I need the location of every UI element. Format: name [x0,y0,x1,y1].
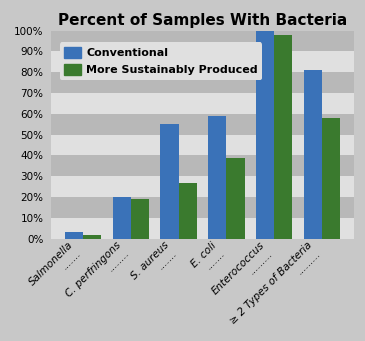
Bar [51,31,354,51]
Bar [304,70,322,239]
Bar [161,124,179,239]
Title: Percent of Samples With Bacteria: Percent of Samples With Bacteria [58,13,347,28]
Bar [51,114,354,135]
Bar [51,197,354,218]
Bar [51,72,354,93]
Legend: Conventional, More Sustainably Produced: Conventional, More Sustainably Produced [60,43,262,80]
Bar [51,135,354,155]
Bar [274,35,292,239]
Bar [51,155,354,176]
Bar [113,197,131,239]
Bar [179,182,197,239]
Bar [51,51,354,72]
Bar [51,176,354,197]
Bar [208,116,226,239]
Bar [51,218,354,239]
Bar [322,118,340,239]
Bar [65,233,83,239]
Bar [256,31,274,239]
Bar [51,93,354,114]
Bar [226,158,245,239]
Bar [83,235,101,239]
Bar [131,199,149,239]
